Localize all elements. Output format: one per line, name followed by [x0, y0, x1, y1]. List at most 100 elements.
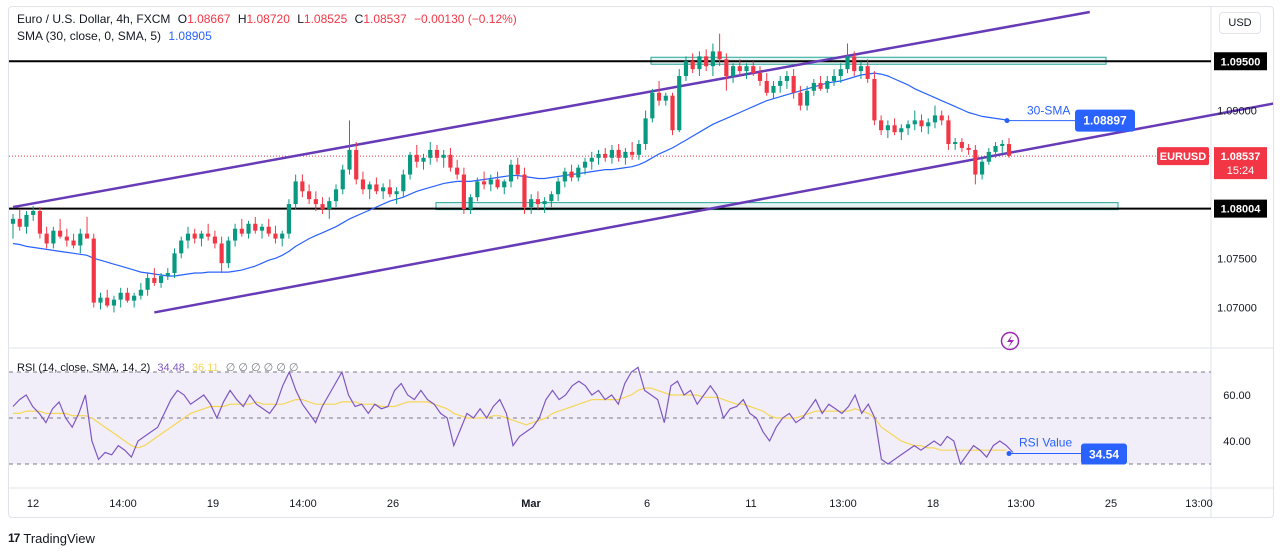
- candle-body: [387, 187, 392, 195]
- candle-body: [320, 204, 325, 210]
- symbol-title: Euro / U.S. Dollar, 4h, FXCM: [17, 12, 171, 26]
- lightning-icon: [1000, 331, 1020, 351]
- candle-body: [582, 161, 588, 168]
- time-axis-tick: 13:00: [829, 498, 857, 510]
- candle-body: [24, 214, 29, 227]
- candle-body: [576, 167, 581, 178]
- candle-body: [710, 51, 715, 67]
- candle-body: [912, 120, 917, 125]
- candle-body: [71, 240, 76, 246]
- candle-body: [37, 210, 43, 234]
- last-price-badge: [1214, 147, 1267, 180]
- rsi-annotation-badge: [1081, 443, 1127, 465]
- candle-body: [865, 66, 870, 79]
- rsi-pane: RSI Value 34.54: [9, 366, 1211, 466]
- candle-body: [105, 297, 110, 306]
- candle-body: [744, 66, 749, 72]
- candle-body: [428, 149, 433, 158]
- candle-body: [663, 95, 668, 101]
- candle-body: [704, 56, 709, 67]
- candle-body: [495, 179, 500, 188]
- candle-body: [973, 149, 978, 175]
- candle-body: [656, 92, 662, 101]
- tradingview-logo[interactable]: 17 TradingView: [8, 528, 95, 548]
- sma-label: SMA (30, close, 0, SMA, 5): [17, 29, 162, 43]
- candle-body: [394, 191, 399, 195]
- candle-body: [118, 292, 123, 300]
- candle-body: [643, 118, 648, 144]
- candle-body: [64, 236, 69, 241]
- rsi-axis-tick: 60.00: [1223, 390, 1251, 402]
- candle-body: [529, 199, 534, 208]
- candle-body: [347, 149, 352, 170]
- time-axis-tick: 25: [1105, 498, 1117, 510]
- channel-upper-line: [12, 10, 1090, 209]
- rsi-extra-values: ∅ ∅ ∅ ∅ ∅ ∅: [225, 362, 299, 374]
- candle-body: [434, 149, 440, 158]
- time-axis-tick: 14:00: [289, 498, 317, 510]
- candle-body: [1000, 144, 1005, 146]
- candle-body: [636, 144, 641, 155]
- candle-body: [569, 171, 574, 178]
- candle-body: [616, 149, 621, 158]
- candle-body: [932, 115, 938, 123]
- ohlc-low-label: L: [297, 12, 304, 26]
- sma-value: 1.08905: [168, 29, 212, 43]
- candle-body: [609, 149, 615, 158]
- candle-body: [858, 66, 864, 72]
- candle-body: [879, 120, 884, 131]
- candle-body: [885, 125, 890, 131]
- candle-body: [905, 124, 911, 129]
- candle-body: [623, 151, 628, 158]
- candle-body: [461, 174, 466, 210]
- sma-annotation-label: 30-SMA: [1027, 104, 1070, 118]
- symbol-badge-text: EURUSD: [1160, 151, 1207, 163]
- rsi-annotation-value: 34.54: [1089, 448, 1119, 462]
- tradingview-logo-text: TradingView: [23, 530, 95, 546]
- candle-body: [508, 164, 514, 182]
- symbol-legend: Euro / U.S. Dollar, 4h, FXCM O1.08667 H1…: [17, 11, 521, 28]
- candle-body: [549, 194, 554, 202]
- candle-body: [481, 181, 487, 185]
- chart-canvas[interactable]: 30-SMA 1.08897 RSI Value 34.54 12 14:00 19 14…: [9, 7, 1273, 517]
- candle-body: [730, 66, 736, 77]
- rsi-ma-line: [13, 387, 1007, 451]
- candle-body: [899, 128, 904, 133]
- time-axis-tick: 11: [745, 498, 756, 510]
- candle-body: [111, 299, 117, 306]
- candle-body: [145, 277, 150, 290]
- candle-body: [199, 233, 204, 239]
- time-axis-tick: 26: [387, 498, 399, 510]
- candle-body: [919, 120, 924, 127]
- candle-body: [811, 82, 816, 91]
- candle-body: [138, 289, 143, 296]
- candle-body: [946, 120, 951, 144]
- time-axis-tick: 14:00: [109, 498, 137, 510]
- candle-body: [17, 218, 22, 227]
- support-level-value: 1.08004: [1221, 204, 1262, 216]
- candle-body: [78, 233, 83, 246]
- candle-body: [307, 191, 312, 200]
- currency-button[interactable]: USD: [1219, 12, 1261, 34]
- ohlc-low: 1.08525: [303, 12, 348, 26]
- candle-body: [677, 76, 682, 131]
- candle-body: [192, 233, 197, 239]
- sma-annotation-badge: [1075, 109, 1135, 132]
- candle-body: [488, 179, 493, 185]
- candle-body: [535, 199, 541, 205]
- candle-body: [993, 145, 998, 152]
- candle-body: [562, 171, 567, 182]
- price-axis-tick: 1.07500: [1217, 253, 1257, 265]
- candle-body: [784, 76, 790, 81]
- candle-body: [690, 61, 695, 70]
- rsi-annotation-label: RSI Value: [1019, 436, 1072, 450]
- lightning-icon-bolt: [1007, 335, 1014, 348]
- candle-body: [232, 228, 238, 241]
- candle-body: [31, 210, 36, 215]
- time-axis-tick: Mar: [521, 498, 541, 510]
- candle-body: [603, 153, 608, 158]
- candle-body: [805, 90, 810, 106]
- ohlc-change: −0.00130 (−0.12%): [414, 12, 517, 26]
- chart-frame: 30-SMA 1.08897 RSI Value 34.54 12 14:00 19 14…: [8, 6, 1274, 518]
- rsi-legend: RSI (14, close, SMA, 14, 2) 34.48 36.11 …: [17, 360, 303, 377]
